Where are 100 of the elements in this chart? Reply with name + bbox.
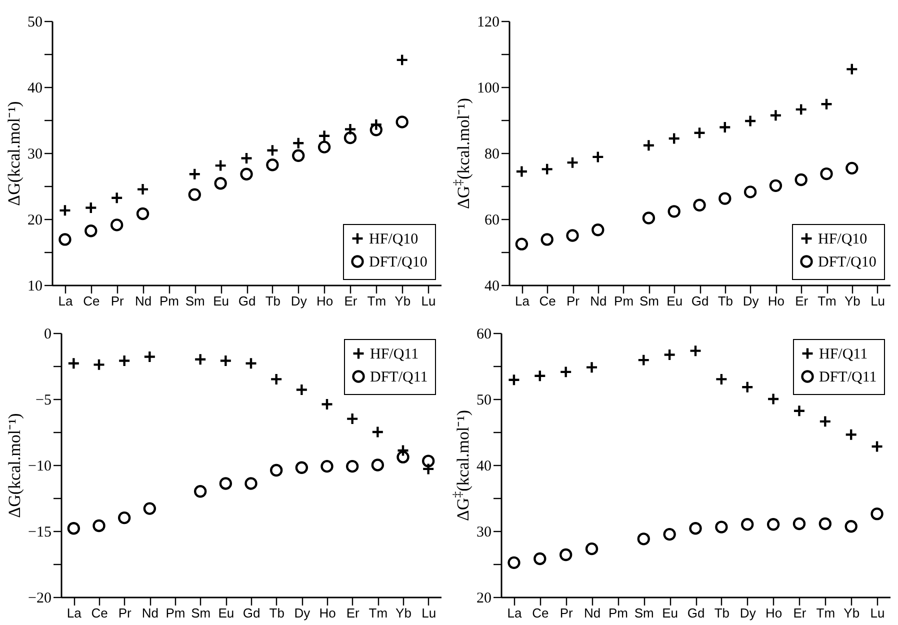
x-tick-label: Eu — [662, 606, 678, 620]
point — [663, 528, 676, 541]
x-tick-label: Pr — [118, 606, 132, 620]
point — [818, 517, 832, 530]
x-tick-label: Eu — [218, 606, 234, 620]
x-tick-label: Pr — [560, 606, 574, 620]
point — [820, 167, 833, 180]
x-tick-label: Pr — [110, 294, 125, 308]
x-tick-label: Gd — [238, 294, 256, 308]
point — [58, 233, 72, 246]
point — [266, 158, 279, 172]
x-tick-label: Nd — [590, 294, 607, 308]
y-tick-label: 30 — [476, 524, 492, 540]
x-tick-label: Dy — [290, 294, 308, 308]
legend-label: HF/Q11 — [370, 346, 419, 362]
point — [422, 454, 435, 468]
x-tick-label: Tm — [816, 606, 836, 620]
y-tick-label: 80 — [484, 146, 500, 162]
legend-label: HF/Q11 — [819, 346, 868, 362]
x-tick-label: Sm — [639, 294, 659, 308]
point — [110, 218, 124, 232]
point — [689, 344, 702, 358]
x-tick-label: Eu — [666, 294, 683, 308]
legend-label: DFT/Q11 — [819, 370, 877, 386]
x-tick-label: Tb — [718, 294, 733, 308]
x-tick-label: Gd — [691, 294, 709, 308]
x-tick-label: Tb — [714, 606, 730, 620]
point — [693, 198, 706, 212]
x-tick-label: Sm — [191, 606, 211, 620]
x-tick-label: Pm — [166, 606, 186, 620]
x-tick-label: Dy — [742, 294, 760, 308]
point — [320, 398, 334, 411]
y-tick-label: 60 — [484, 212, 500, 228]
point — [718, 192, 732, 205]
point — [292, 149, 305, 162]
x-tick-label: Eu — [213, 294, 230, 308]
x-tick-label: Dy — [294, 606, 311, 620]
x-tick-label: Yb — [844, 294, 860, 308]
point — [566, 156, 579, 169]
point — [769, 179, 782, 192]
legend-label: DFT/Q10 — [818, 254, 876, 270]
point — [870, 508, 884, 520]
x-tick-label: Tm — [818, 294, 836, 308]
point — [744, 186, 757, 198]
point — [396, 450, 410, 464]
x-tick-label: La — [514, 294, 530, 308]
x-tick-label: Ce — [91, 606, 108, 620]
point — [592, 224, 604, 236]
x-tick-label: Pr — [566, 294, 580, 308]
x-tick-label: Er — [793, 606, 807, 620]
point — [240, 168, 253, 180]
x-tick-label: La — [58, 294, 74, 308]
point — [559, 548, 572, 562]
x-tick-label: Gd — [242, 606, 260, 620]
point — [689, 522, 702, 535]
x-tick-label: Yb — [396, 606, 412, 620]
x-tick-label: Pm — [614, 294, 634, 308]
x-tick-label: Sm — [634, 606, 654, 620]
legend-label: DFT/Q11 — [370, 370, 428, 386]
point — [668, 205, 680, 218]
point — [318, 140, 331, 154]
y-tick-label: −10 — [28, 458, 52, 474]
point — [715, 520, 728, 534]
point — [766, 518, 780, 531]
point — [344, 131, 357, 144]
x-tick-label: Ho — [765, 606, 782, 620]
point — [540, 233, 554, 246]
point — [794, 173, 808, 186]
y-tick-label: 20 — [476, 590, 492, 606]
x-tick-label: Pm — [159, 294, 179, 308]
point — [766, 392, 780, 406]
y-tick-label: 40 — [476, 458, 492, 474]
point — [194, 485, 207, 498]
legend-label: HF/Q10 — [818, 232, 868, 248]
point — [515, 238, 528, 250]
y-tick-label: 40 — [28, 80, 42, 96]
point — [846, 162, 858, 175]
x-tick-label: Tb — [265, 294, 281, 308]
x-tick-label: Ho — [319, 606, 336, 620]
point — [693, 126, 706, 140]
x-tick-label: Ho — [316, 294, 334, 308]
point — [214, 159, 227, 172]
point — [637, 532, 650, 546]
point — [295, 461, 308, 474]
y-tick-label: −15 — [28, 524, 52, 540]
x-tick-label: Er — [344, 294, 358, 308]
x-tick-label: Tm — [368, 606, 388, 620]
y-tick-label: 50 — [28, 14, 42, 30]
point — [370, 124, 383, 136]
point — [371, 426, 384, 438]
point — [534, 552, 546, 566]
x-tick-label: Ce — [539, 294, 556, 308]
point — [585, 542, 598, 556]
point — [715, 372, 728, 386]
y-tick-label: 100 — [477, 80, 500, 96]
point — [508, 556, 520, 570]
legend-label: HF/Q10 — [369, 232, 418, 248]
point — [58, 204, 72, 217]
x-tick-label: La — [66, 606, 82, 620]
point — [844, 520, 858, 533]
